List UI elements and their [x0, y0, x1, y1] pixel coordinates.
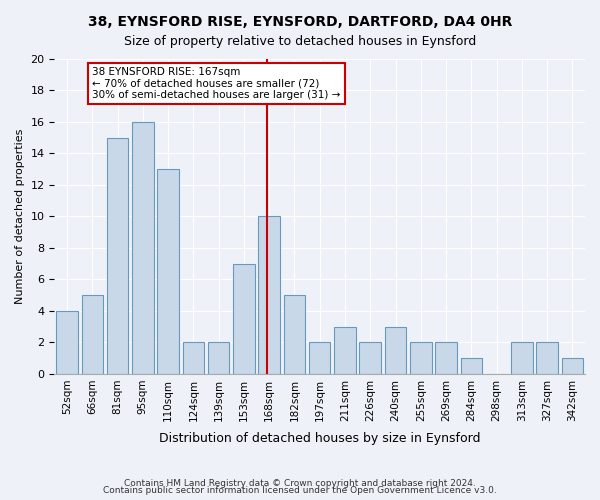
Text: 38 EYNSFORD RISE: 167sqm
← 70% of detached houses are smaller (72)
30% of semi-d: 38 EYNSFORD RISE: 167sqm ← 70% of detach… [92, 67, 341, 100]
Bar [182, 342, 204, 374]
X-axis label: Distribution of detached houses by size in Eynsford: Distribution of detached houses by size … [159, 432, 481, 445]
Bar [511, 342, 533, 374]
Text: Size of property relative to detached houses in Eynsford: Size of property relative to detached ho… [124, 35, 476, 48]
Text: Contains HM Land Registry data © Crown copyright and database right 2024.: Contains HM Land Registry data © Crown c… [124, 478, 476, 488]
Bar [107, 138, 128, 374]
Bar [157, 169, 179, 374]
Bar [461, 358, 482, 374]
Bar [208, 342, 229, 374]
Bar [410, 342, 431, 374]
Text: 38, EYNSFORD RISE, EYNSFORD, DARTFORD, DA4 0HR: 38, EYNSFORD RISE, EYNSFORD, DARTFORD, D… [88, 15, 512, 29]
Bar [132, 122, 154, 374]
Bar [435, 342, 457, 374]
Bar [562, 358, 583, 374]
Bar [334, 326, 356, 374]
Bar [309, 342, 331, 374]
Bar [233, 264, 254, 374]
Bar [82, 295, 103, 374]
Bar [536, 342, 558, 374]
Text: Contains public sector information licensed under the Open Government Licence v3: Contains public sector information licen… [103, 486, 497, 495]
Bar [56, 311, 78, 374]
Bar [259, 216, 280, 374]
Bar [284, 295, 305, 374]
Y-axis label: Number of detached properties: Number of detached properties [15, 129, 25, 304]
Bar [359, 342, 381, 374]
Bar [385, 326, 406, 374]
